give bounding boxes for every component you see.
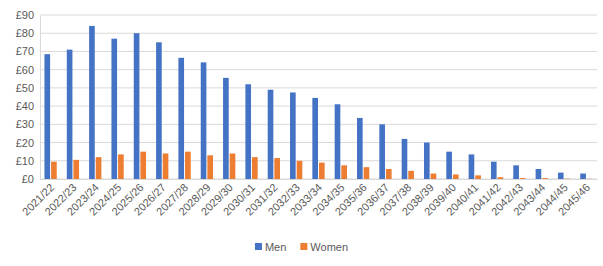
- legend-item: Men: [255, 241, 286, 253]
- bar: [357, 118, 363, 179]
- y-tick-label: £10: [16, 155, 34, 167]
- y-tick: £0: [22, 173, 40, 185]
- y-tick-label: £0: [22, 173, 34, 185]
- bar: [178, 58, 184, 179]
- bar: [341, 165, 347, 179]
- legend-swatch: [255, 243, 262, 250]
- bar: [386, 169, 392, 179]
- bar: [89, 26, 95, 179]
- bar: [230, 153, 236, 179]
- grid-line: [40, 69, 597, 70]
- bar: [379, 124, 385, 179]
- bar: [163, 153, 169, 179]
- bar: [402, 139, 408, 179]
- grid-line: [40, 87, 597, 88]
- bar: [118, 154, 124, 179]
- y-tick-label: £40: [16, 100, 34, 112]
- y-tick-label: £20: [16, 137, 34, 149]
- bar: [111, 39, 117, 179]
- bar: [312, 98, 318, 179]
- legend-label: Women: [310, 241, 348, 253]
- y-axis: £0 £10 £20 £30 £40 £50 £60 £70 £80 £90: [16, 9, 41, 185]
- legend: Men Women: [255, 241, 348, 253]
- bar: [268, 90, 274, 179]
- grid-line: [40, 51, 597, 52]
- bar: [536, 169, 542, 179]
- bar: [245, 84, 251, 179]
- bar: [513, 165, 519, 179]
- legend-item: Women: [300, 241, 348, 253]
- bar: [319, 163, 325, 179]
- bar: [297, 161, 303, 179]
- bar: [223, 78, 229, 179]
- y-tick: £80: [16, 27, 40, 39]
- y-tick: £70: [16, 45, 40, 57]
- grid-line: [40, 142, 597, 143]
- y-tick: £20: [16, 137, 40, 149]
- y-tick: £40: [16, 100, 40, 112]
- x-axis-line: [41, 179, 598, 180]
- bar: [498, 177, 504, 179]
- y-axis-line: [40, 16, 41, 180]
- bar: [156, 42, 162, 179]
- y-tick-label: £90: [16, 9, 34, 21]
- bar: [274, 158, 280, 179]
- grid-line: [40, 106, 597, 107]
- y-tick-label: £30: [16, 118, 34, 130]
- bar: [134, 33, 140, 179]
- x-tick: 2045/46: [556, 179, 593, 218]
- bar: [542, 178, 548, 179]
- bar: [491, 162, 497, 179]
- y-tick: £50: [16, 82, 40, 94]
- bar: [201, 62, 207, 179]
- grid: [40, 15, 597, 179]
- grid-line: [40, 33, 597, 34]
- bar: [207, 155, 213, 179]
- bar: [580, 174, 586, 179]
- y-tick: £10: [16, 155, 40, 167]
- bar: [51, 162, 57, 179]
- bar: [96, 157, 102, 179]
- bar: [431, 174, 437, 179]
- bar: [587, 178, 593, 179]
- bar: [475, 175, 481, 179]
- legend-swatch: [300, 243, 307, 250]
- bar: [44, 54, 50, 179]
- bar: [565, 178, 571, 179]
- bar: [67, 50, 73, 179]
- y-tick: £30: [16, 118, 40, 130]
- bar: [252, 157, 258, 179]
- y-tick-label: £50: [16, 82, 34, 94]
- bar: [185, 152, 191, 179]
- bar: [408, 171, 414, 179]
- grid-line: [40, 124, 597, 125]
- bar: [446, 152, 452, 179]
- bar: [520, 178, 526, 179]
- bar: [453, 174, 459, 179]
- series: [51, 152, 592, 179]
- y-tick: £60: [16, 64, 40, 76]
- y-tick-label: £60: [16, 64, 34, 76]
- plot: £0 £10 £20 £30 £40 £50 £60 £70 £80 £90 2021/222022…: [16, 9, 598, 218]
- bar: [424, 143, 430, 179]
- y-tick-label: £70: [16, 45, 34, 57]
- y-tick: £90: [16, 9, 40, 21]
- bar: [364, 167, 370, 179]
- y-tick-label: £80: [16, 27, 34, 39]
- bar: [140, 152, 146, 179]
- bars: [44, 26, 592, 179]
- chart: £0 £10 £20 £30 £40 £50 £60 £70 £80 £90 2021/222022…: [0, 0, 603, 266]
- x-tick-label: 2045/46: [556, 181, 593, 218]
- bar: [335, 104, 341, 179]
- legend-label: Men: [265, 241, 286, 253]
- bar: [558, 173, 564, 179]
- bar: [469, 154, 475, 179]
- bar: [290, 92, 296, 179]
- bar: [73, 160, 79, 179]
- grid-line: [40, 15, 597, 16]
- series: [44, 26, 585, 179]
- x-axis: 2021/222022/232023/242024/252025/262026/…: [20, 179, 598, 218]
